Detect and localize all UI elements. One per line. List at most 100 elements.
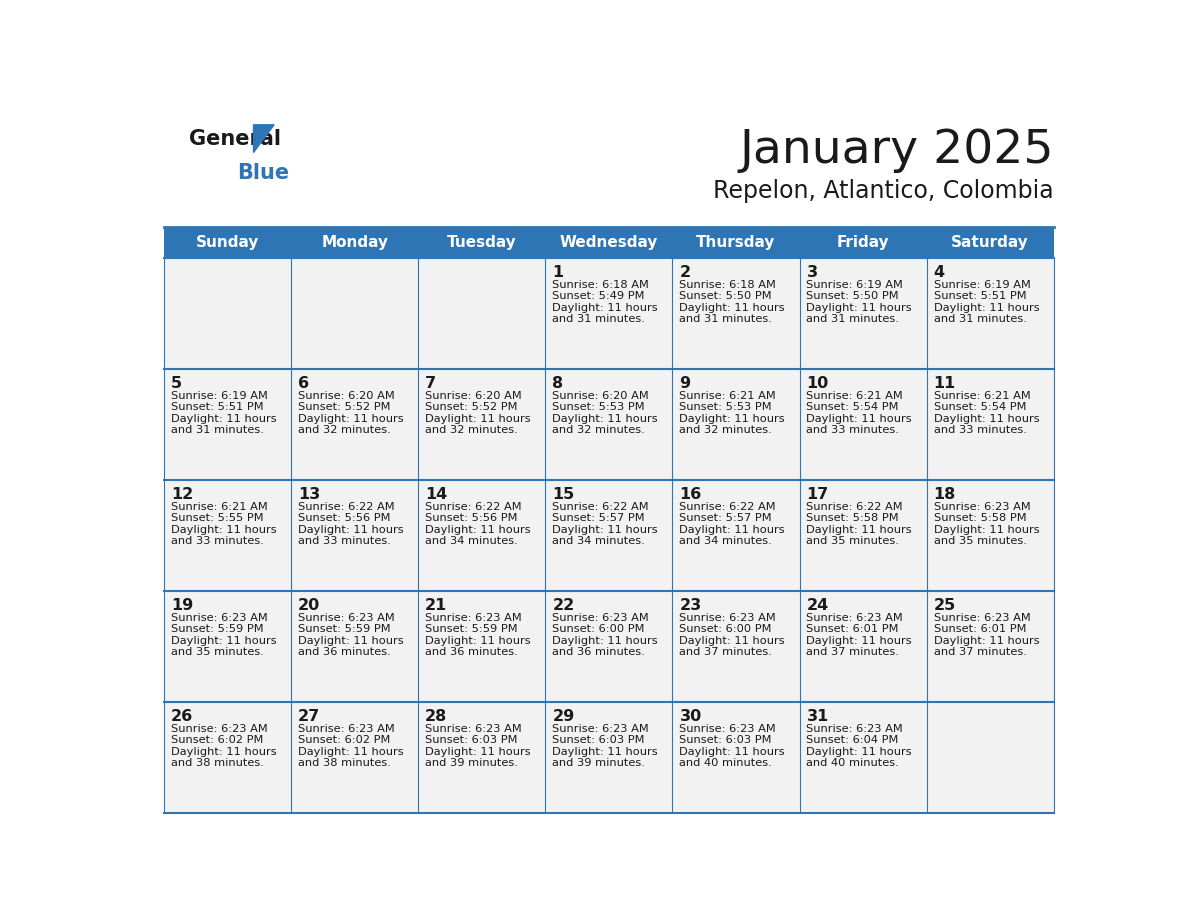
Text: Sunrise: 6:23 AM: Sunrise: 6:23 AM <box>425 613 522 623</box>
Bar <box>164 702 291 813</box>
Text: Daylight: 11 hours: Daylight: 11 hours <box>934 525 1040 535</box>
Text: Daylight: 11 hours: Daylight: 11 hours <box>552 747 658 756</box>
Text: and 31 minutes.: and 31 minutes. <box>552 314 645 324</box>
Text: Friday: Friday <box>836 235 890 250</box>
Text: Sunset: 5:51 PM: Sunset: 5:51 PM <box>171 402 264 412</box>
Text: 12: 12 <box>171 487 194 502</box>
Text: Sunset: 5:58 PM: Sunset: 5:58 PM <box>807 513 899 523</box>
Text: and 32 minutes.: and 32 minutes. <box>298 425 391 435</box>
Text: 27: 27 <box>298 709 321 724</box>
Bar <box>927 369 1054 480</box>
Text: and 34 minutes.: and 34 minutes. <box>680 536 772 546</box>
Text: Daylight: 11 hours: Daylight: 11 hours <box>298 525 404 535</box>
Text: Sunrise: 6:21 AM: Sunrise: 6:21 AM <box>171 502 267 512</box>
Text: Sunrise: 6:21 AM: Sunrise: 6:21 AM <box>680 391 776 401</box>
Text: Daylight: 11 hours: Daylight: 11 hours <box>425 525 531 535</box>
Text: and 36 minutes.: and 36 minutes. <box>552 647 645 657</box>
Text: 13: 13 <box>298 487 321 502</box>
Text: Sunset: 5:57 PM: Sunset: 5:57 PM <box>680 513 772 523</box>
Text: 2: 2 <box>680 265 690 280</box>
Text: and 33 minutes.: and 33 minutes. <box>298 536 391 546</box>
Text: January 2025: January 2025 <box>739 128 1054 173</box>
Text: and 36 minutes.: and 36 minutes. <box>425 647 518 657</box>
Text: Sunset: 5:50 PM: Sunset: 5:50 PM <box>807 291 899 301</box>
Text: and 32 minutes.: and 32 minutes. <box>425 425 518 435</box>
Text: and 35 minutes.: and 35 minutes. <box>171 647 264 657</box>
Bar <box>545 591 672 702</box>
Text: and 32 minutes.: and 32 minutes. <box>680 425 772 435</box>
Text: Sunrise: 6:23 AM: Sunrise: 6:23 AM <box>298 613 394 623</box>
Bar <box>545 480 672 591</box>
Text: and 37 minutes.: and 37 minutes. <box>934 647 1026 657</box>
Text: and 31 minutes.: and 31 minutes. <box>934 314 1026 324</box>
Bar <box>291 591 418 702</box>
Text: Sunset: 6:01 PM: Sunset: 6:01 PM <box>934 624 1026 634</box>
Bar <box>800 702 927 813</box>
Bar <box>672 591 800 702</box>
Text: 11: 11 <box>934 376 956 391</box>
Text: Sunset: 6:04 PM: Sunset: 6:04 PM <box>807 735 899 745</box>
Text: Sunrise: 6:23 AM: Sunrise: 6:23 AM <box>552 613 649 623</box>
Text: and 36 minutes.: and 36 minutes. <box>298 647 391 657</box>
Text: Daylight: 11 hours: Daylight: 11 hours <box>934 414 1040 424</box>
Text: and 37 minutes.: and 37 minutes. <box>680 647 772 657</box>
Bar <box>800 591 927 702</box>
Text: 17: 17 <box>807 487 829 502</box>
Text: Daylight: 11 hours: Daylight: 11 hours <box>171 525 277 535</box>
Bar <box>164 591 291 702</box>
Bar <box>672 258 800 369</box>
Text: and 31 minutes.: and 31 minutes. <box>680 314 772 324</box>
Text: Daylight: 11 hours: Daylight: 11 hours <box>680 525 785 535</box>
Text: Daylight: 11 hours: Daylight: 11 hours <box>680 747 785 756</box>
Text: Daylight: 11 hours: Daylight: 11 hours <box>425 747 531 756</box>
Text: and 34 minutes.: and 34 minutes. <box>425 536 518 546</box>
Text: 19: 19 <box>171 598 194 613</box>
Text: Sunrise: 6:19 AM: Sunrise: 6:19 AM <box>807 280 903 290</box>
Text: Sunrise: 6:23 AM: Sunrise: 6:23 AM <box>807 613 903 623</box>
Text: 9: 9 <box>680 376 690 391</box>
Text: Wednesday: Wednesday <box>560 235 658 250</box>
Text: General: General <box>189 129 280 150</box>
Text: and 40 minutes.: and 40 minutes. <box>807 758 899 768</box>
Bar <box>927 702 1054 813</box>
Text: Sunrise: 6:23 AM: Sunrise: 6:23 AM <box>171 724 267 734</box>
Text: Daylight: 11 hours: Daylight: 11 hours <box>680 414 785 424</box>
Text: Daylight: 11 hours: Daylight: 11 hours <box>680 303 785 313</box>
Bar <box>800 480 927 591</box>
Text: 30: 30 <box>680 709 702 724</box>
Text: 5: 5 <box>171 376 182 391</box>
Text: Sunrise: 6:22 AM: Sunrise: 6:22 AM <box>298 502 394 512</box>
Bar <box>418 702 545 813</box>
Text: Sunset: 6:03 PM: Sunset: 6:03 PM <box>425 735 518 745</box>
Bar <box>164 369 291 480</box>
Text: Sunset: 5:59 PM: Sunset: 5:59 PM <box>298 624 391 634</box>
Text: 25: 25 <box>934 598 956 613</box>
Text: 20: 20 <box>298 598 321 613</box>
Text: Daylight: 11 hours: Daylight: 11 hours <box>552 414 658 424</box>
Text: Sunset: 5:54 PM: Sunset: 5:54 PM <box>934 402 1026 412</box>
Text: Sunrise: 6:23 AM: Sunrise: 6:23 AM <box>552 724 649 734</box>
Text: Sunrise: 6:21 AM: Sunrise: 6:21 AM <box>934 391 1030 401</box>
Text: Sunrise: 6:18 AM: Sunrise: 6:18 AM <box>552 280 649 290</box>
Text: Sunrise: 6:20 AM: Sunrise: 6:20 AM <box>425 391 522 401</box>
Bar <box>672 702 800 813</box>
Text: Daylight: 11 hours: Daylight: 11 hours <box>171 414 277 424</box>
Text: and 33 minutes.: and 33 minutes. <box>171 536 264 546</box>
Text: Daylight: 11 hours: Daylight: 11 hours <box>807 747 912 756</box>
Text: and 33 minutes.: and 33 minutes. <box>934 425 1026 435</box>
Text: Sunrise: 6:23 AM: Sunrise: 6:23 AM <box>298 724 394 734</box>
Text: Sunrise: 6:23 AM: Sunrise: 6:23 AM <box>425 724 522 734</box>
Text: Sunday: Sunday <box>196 235 259 250</box>
Text: Thursday: Thursday <box>696 235 776 250</box>
Text: Sunset: 5:54 PM: Sunset: 5:54 PM <box>807 402 899 412</box>
Text: Daylight: 11 hours: Daylight: 11 hours <box>425 636 531 646</box>
Text: 23: 23 <box>680 598 702 613</box>
Text: 8: 8 <box>552 376 563 391</box>
Text: Saturday: Saturday <box>952 235 1029 250</box>
Text: Daylight: 11 hours: Daylight: 11 hours <box>807 636 912 646</box>
Bar <box>291 702 418 813</box>
Text: Sunrise: 6:20 AM: Sunrise: 6:20 AM <box>298 391 394 401</box>
Text: Sunrise: 6:23 AM: Sunrise: 6:23 AM <box>680 613 776 623</box>
Text: Sunset: 6:00 PM: Sunset: 6:00 PM <box>552 624 645 634</box>
Text: Sunset: 5:49 PM: Sunset: 5:49 PM <box>552 291 645 301</box>
